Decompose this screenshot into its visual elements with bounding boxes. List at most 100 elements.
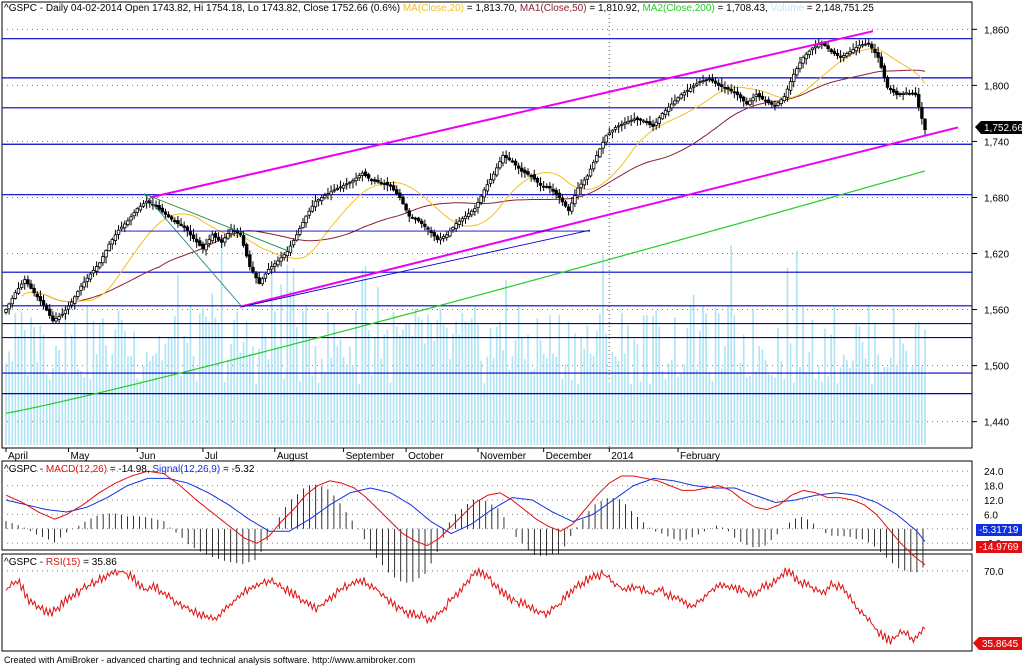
candle-up bbox=[454, 223, 458, 229]
candle-down bbox=[185, 226, 189, 232]
macd-line bbox=[5, 470, 926, 566]
candle-down bbox=[920, 106, 924, 119]
candle-up bbox=[285, 251, 290, 257]
footer-credit: Created with AmiBroker - advanced charti… bbox=[4, 655, 416, 665]
candle-down bbox=[560, 197, 565, 203]
candle-up bbox=[616, 125, 621, 128]
candle-up bbox=[682, 92, 687, 96]
candle-down bbox=[376, 179, 380, 183]
candle-down bbox=[216, 236, 221, 241]
candle-up bbox=[573, 195, 577, 205]
candle-up bbox=[810, 47, 815, 51]
price-y-tick-label: 1,560 bbox=[984, 306, 1009, 317]
candle-down bbox=[198, 240, 202, 246]
candle-up bbox=[288, 245, 293, 253]
candle-down bbox=[35, 293, 39, 298]
candle-down bbox=[723, 87, 727, 89]
candle-up bbox=[585, 175, 590, 180]
candle-up bbox=[501, 155, 505, 164]
candle-up bbox=[107, 243, 111, 252]
candle-up bbox=[101, 256, 105, 264]
candle-down bbox=[432, 232, 436, 237]
candle-up bbox=[620, 123, 624, 126]
candle-up bbox=[476, 202, 480, 208]
x-tick-label: September bbox=[346, 451, 396, 462]
candle-up bbox=[141, 203, 146, 207]
candle-down bbox=[554, 189, 558, 195]
x-tick-label: December bbox=[546, 451, 593, 462]
candle-up bbox=[82, 281, 86, 288]
candle-down bbox=[507, 157, 511, 161]
candle-up bbox=[66, 305, 71, 310]
candle-down bbox=[895, 90, 899, 96]
candle-down bbox=[551, 188, 555, 192]
candle-down bbox=[770, 102, 774, 105]
candle-up bbox=[57, 316, 61, 320]
candle-down bbox=[520, 167, 524, 172]
candle-up bbox=[329, 191, 333, 195]
svg-text:1,752.66: 1,752.66 bbox=[984, 123, 1023, 134]
candle-up bbox=[126, 220, 130, 226]
candle-up bbox=[798, 62, 802, 70]
candle-down bbox=[645, 121, 649, 124]
channel-upper-line bbox=[149, 30, 874, 199]
candle-up bbox=[641, 120, 646, 123]
candle-up bbox=[479, 195, 483, 203]
candle-down bbox=[391, 185, 396, 191]
candle-down bbox=[510, 160, 515, 163]
candle-down bbox=[426, 227, 430, 230]
candle-down bbox=[219, 239, 224, 243]
candle-up bbox=[138, 205, 143, 211]
ma20-line bbox=[21, 48, 926, 303]
rsi-badge: 35.8645 bbox=[973, 637, 1022, 650]
candle-up bbox=[113, 234, 118, 241]
candle-up bbox=[335, 188, 340, 190]
candle-down bbox=[732, 91, 737, 94]
candle-up bbox=[263, 273, 268, 279]
candle-up bbox=[332, 189, 336, 192]
x-tick-label: May bbox=[71, 451, 90, 462]
candle-down bbox=[870, 43, 874, 49]
candle-down bbox=[532, 174, 536, 180]
candle-down bbox=[538, 182, 543, 186]
candle-up bbox=[848, 51, 852, 55]
candle-up bbox=[466, 213, 471, 217]
candle-down bbox=[838, 55, 843, 58]
x-tick-label: October bbox=[408, 451, 444, 462]
candle-up bbox=[904, 92, 908, 95]
candle-up bbox=[804, 53, 808, 60]
candle-up bbox=[320, 197, 324, 202]
candle-down bbox=[738, 94, 743, 99]
candle-up bbox=[842, 55, 846, 58]
candle-up bbox=[16, 287, 21, 294]
candle-down bbox=[48, 308, 52, 316]
candle-down bbox=[51, 315, 55, 322]
candle-up bbox=[779, 99, 783, 104]
candle-down bbox=[373, 179, 377, 182]
candle-down bbox=[257, 277, 261, 284]
price-header: ^GSPC - Daily 04-02-2014 Open 1743.82, H… bbox=[4, 3, 874, 14]
candle-up bbox=[23, 279, 27, 284]
candle-down bbox=[41, 300, 46, 306]
candle-up bbox=[776, 102, 780, 106]
svg-text:35.8645: 35.8645 bbox=[982, 639, 1019, 650]
candle-down bbox=[735, 91, 740, 96]
candle-down bbox=[832, 50, 837, 55]
candle-down bbox=[413, 217, 418, 220]
price-y-tick-label: 1,740 bbox=[984, 137, 1009, 148]
candle-up bbox=[670, 103, 674, 109]
candle-down bbox=[385, 181, 390, 186]
candle-down bbox=[435, 235, 440, 240]
candle-up bbox=[604, 135, 608, 143]
candle-up bbox=[316, 198, 321, 202]
candle-down bbox=[407, 210, 411, 217]
candle-up bbox=[854, 46, 858, 52]
candle-down bbox=[716, 82, 721, 86]
candle-down bbox=[163, 211, 168, 215]
candle-up bbox=[4, 309, 8, 313]
candle-down bbox=[529, 175, 533, 177]
candle-up bbox=[63, 309, 68, 315]
candle-up bbox=[654, 121, 658, 126]
candle-up bbox=[123, 223, 127, 229]
